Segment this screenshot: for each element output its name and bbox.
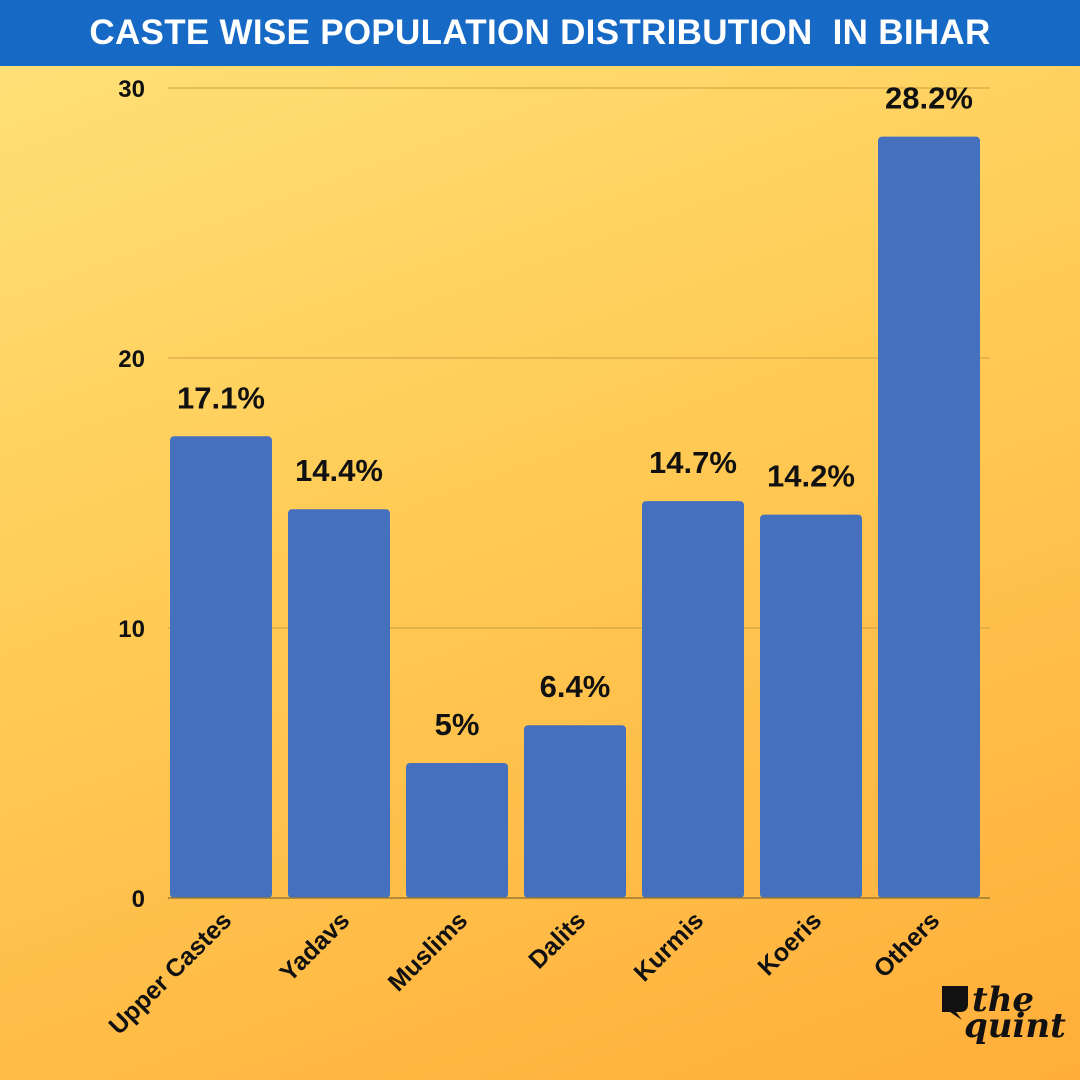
x-tick-label: Dalits bbox=[523, 906, 591, 974]
value-label: 5% bbox=[435, 707, 480, 742]
quint-mark-icon bbox=[942, 986, 968, 1020]
x-tick-label: Koeris bbox=[752, 906, 827, 981]
value-label: 17.1% bbox=[177, 380, 265, 415]
the-quint-logo: the quint bbox=[938, 980, 1068, 1060]
bar bbox=[170, 436, 272, 898]
y-tick-label: 0 bbox=[132, 886, 145, 913]
value-label: 6.4% bbox=[540, 669, 611, 704]
y-tick-label: 30 bbox=[118, 76, 145, 103]
bar bbox=[878, 136, 980, 899]
bar bbox=[642, 501, 744, 898]
bars bbox=[170, 136, 980, 899]
x-tick-label: Yadavs bbox=[274, 906, 355, 987]
x-tick-label: Kurmis bbox=[629, 906, 710, 987]
value-labels: 17.1% 14.4% 5% 6.4% 14.7% 14.2% 28.2% bbox=[177, 81, 973, 742]
title-bar: CASTE WISE POPULATION DISTRIBUTION IN BI… bbox=[0, 0, 1080, 66]
x-tick-label: Muslims bbox=[383, 906, 474, 997]
bar bbox=[760, 514, 862, 898]
value-label: 14.4% bbox=[295, 453, 383, 488]
value-label: 14.2% bbox=[767, 459, 855, 494]
value-label: 14.7% bbox=[649, 445, 737, 480]
chart-title: CASTE WISE POPULATION DISTRIBUTION IN BI… bbox=[89, 13, 991, 52]
bar bbox=[524, 725, 626, 898]
y-tick-label: 10 bbox=[118, 616, 145, 643]
y-tick-label: 20 bbox=[118, 346, 145, 373]
bar bbox=[406, 763, 508, 898]
logo-word-the: the bbox=[972, 980, 1035, 1020]
logo-word-quint: quint bbox=[964, 1006, 1066, 1046]
bar bbox=[288, 509, 390, 898]
x-tick-label: Others bbox=[868, 906, 945, 983]
x-tick-label: Upper Castes bbox=[103, 906, 237, 1040]
value-label: 28.2% bbox=[885, 81, 973, 116]
